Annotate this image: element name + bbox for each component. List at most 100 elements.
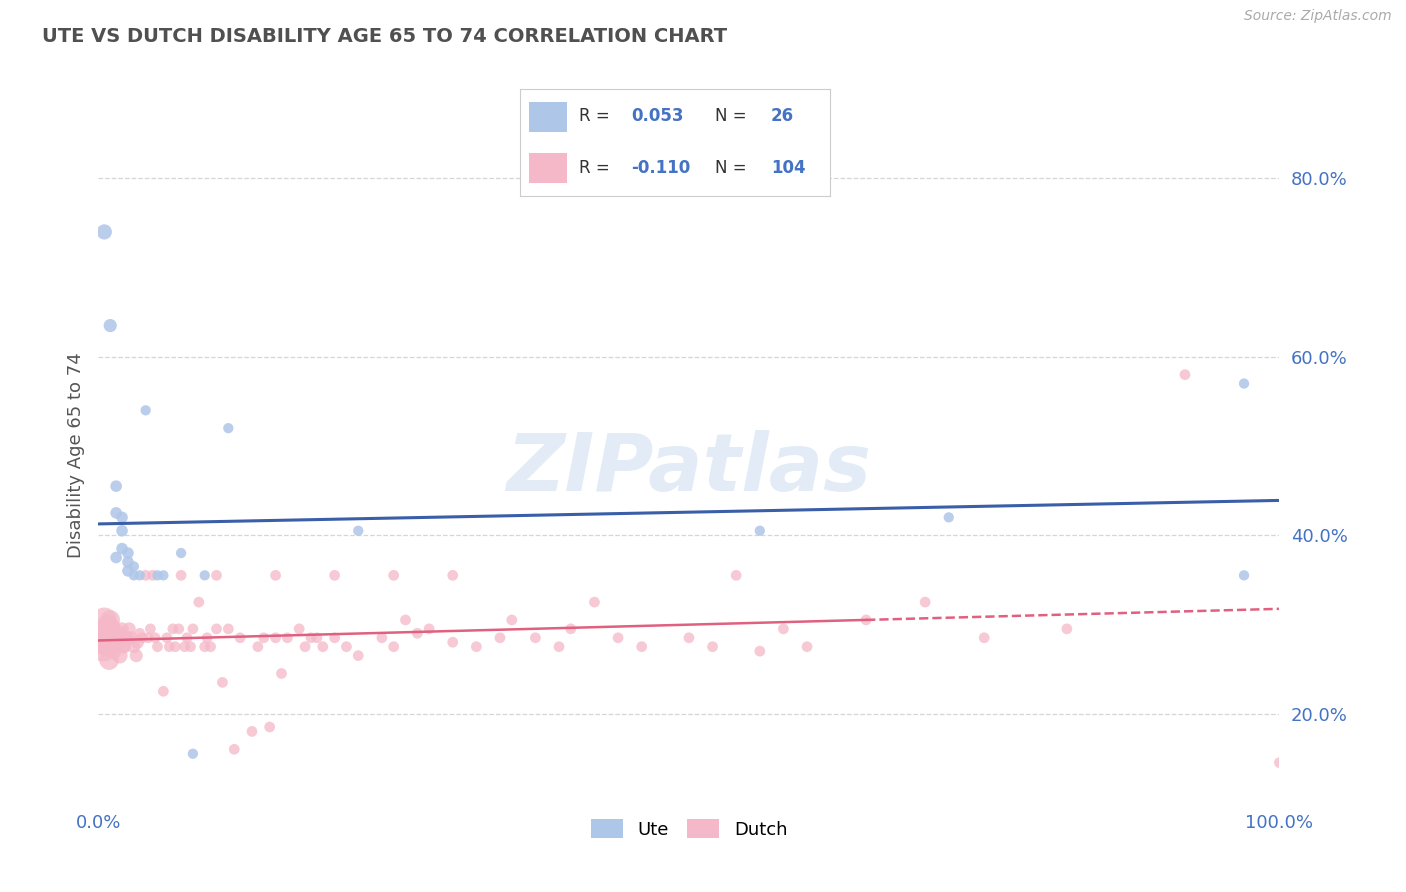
Point xyxy=(678,631,700,645)
Point xyxy=(406,626,429,640)
Text: N =: N = xyxy=(716,160,747,178)
Point xyxy=(855,613,877,627)
Point xyxy=(305,631,328,645)
Point xyxy=(143,631,166,645)
Point xyxy=(111,541,134,556)
Point xyxy=(796,640,818,654)
Point xyxy=(94,635,117,649)
Point xyxy=(347,648,370,663)
Point xyxy=(1174,368,1197,382)
Point xyxy=(312,640,335,654)
Point xyxy=(560,622,582,636)
Point xyxy=(441,568,464,582)
Point xyxy=(181,747,204,761)
Point xyxy=(176,631,198,645)
Point xyxy=(205,622,228,636)
Point xyxy=(105,635,128,649)
Point xyxy=(117,564,139,578)
Point xyxy=(98,613,121,627)
Point xyxy=(229,631,252,645)
Point xyxy=(162,622,184,636)
Point xyxy=(146,640,169,654)
Point xyxy=(105,550,128,565)
Point xyxy=(394,613,416,627)
Point xyxy=(111,510,134,524)
Point xyxy=(299,631,322,645)
Point xyxy=(583,595,606,609)
Point xyxy=(973,631,995,645)
Text: R =: R = xyxy=(579,108,610,126)
Point xyxy=(725,568,748,582)
Point xyxy=(288,622,311,636)
Point xyxy=(253,631,276,645)
Point xyxy=(630,640,652,654)
Point xyxy=(136,631,159,645)
Point xyxy=(93,613,115,627)
Point xyxy=(294,640,316,654)
Point xyxy=(335,640,357,654)
Point xyxy=(264,568,287,582)
Point xyxy=(418,622,440,636)
Text: 0.053: 0.053 xyxy=(631,108,685,126)
Point xyxy=(122,568,145,582)
Point xyxy=(323,568,346,582)
Text: R =: R = xyxy=(579,160,610,178)
Point xyxy=(103,631,125,645)
Point xyxy=(194,640,217,654)
Point xyxy=(200,640,222,654)
Point xyxy=(165,640,187,654)
Point xyxy=(548,640,571,654)
Point xyxy=(607,631,630,645)
Point xyxy=(98,653,121,667)
Point xyxy=(501,613,523,627)
Text: UTE VS DUTCH DISABILITY AGE 65 TO 74 CORRELATION CHART: UTE VS DUTCH DISABILITY AGE 65 TO 74 COR… xyxy=(42,27,727,45)
Point xyxy=(914,595,936,609)
Point xyxy=(157,640,180,654)
Text: -0.110: -0.110 xyxy=(631,160,690,178)
Point xyxy=(121,631,143,645)
Point xyxy=(93,225,115,239)
Point xyxy=(105,631,128,645)
Point xyxy=(156,631,179,645)
Point xyxy=(108,648,131,663)
Bar xyxy=(530,102,567,132)
Point xyxy=(117,546,139,560)
Point xyxy=(270,666,292,681)
Point xyxy=(524,631,547,645)
Point xyxy=(91,626,114,640)
Point xyxy=(135,403,157,417)
Point xyxy=(1233,568,1256,582)
Point xyxy=(347,524,370,538)
Point xyxy=(117,555,139,569)
Point xyxy=(100,622,122,636)
Point xyxy=(104,626,127,640)
Point xyxy=(128,568,150,582)
Point xyxy=(170,568,193,582)
Point xyxy=(772,622,794,636)
Point xyxy=(702,640,724,654)
Point xyxy=(748,644,770,658)
Point xyxy=(246,640,269,654)
Point xyxy=(93,631,115,645)
Point xyxy=(142,568,165,582)
Point xyxy=(98,626,121,640)
Point xyxy=(224,742,246,756)
Point xyxy=(489,631,512,645)
Y-axis label: Disability Age 65 to 74: Disability Age 65 to 74 xyxy=(66,352,84,558)
Point xyxy=(103,644,125,658)
Point xyxy=(382,640,405,654)
Point xyxy=(180,640,202,654)
Point xyxy=(371,631,394,645)
Point xyxy=(1233,376,1256,391)
Point xyxy=(131,631,153,645)
Point xyxy=(152,684,174,698)
Point xyxy=(90,631,112,645)
Point xyxy=(97,617,120,632)
Text: ZIPatlas: ZIPatlas xyxy=(506,430,872,508)
Point xyxy=(382,568,405,582)
Point xyxy=(97,640,120,654)
Point xyxy=(105,479,128,493)
Point xyxy=(152,568,174,582)
Legend: Ute, Dutch: Ute, Dutch xyxy=(583,812,794,846)
Point xyxy=(112,640,135,654)
